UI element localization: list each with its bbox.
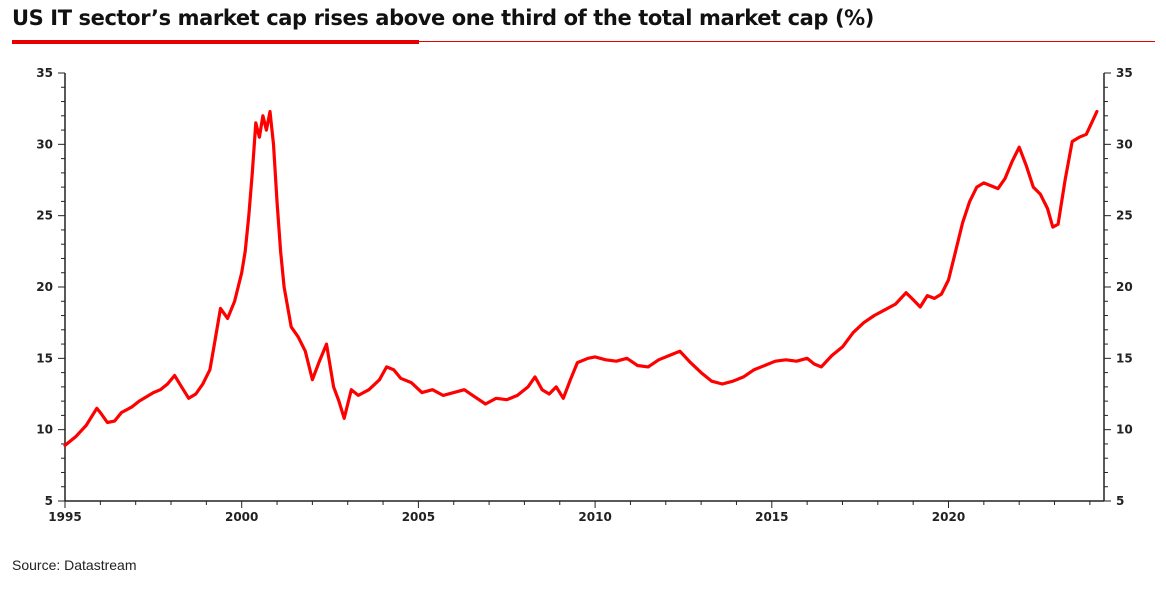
y-tick-label-left: 25	[36, 209, 53, 223]
y-tick-label-left: 20	[36, 280, 53, 294]
y-tick-label-right: 15	[1116, 351, 1133, 365]
chart-plot-area	[63, 109, 1099, 447]
y-tick-label-right: 35	[1116, 66, 1133, 80]
x-tick-label: 2005	[402, 510, 435, 524]
title-accent-bar	[12, 40, 419, 44]
title-underline	[12, 41, 1155, 42]
x-tick-label: 2020	[932, 510, 965, 524]
y-tick-label-right: 30	[1116, 137, 1133, 151]
y-tick-label-right: 5	[1116, 494, 1124, 508]
source-note: Source: Datastream	[12, 557, 137, 573]
y-tick-label-left: 35	[36, 66, 53, 80]
y-tick-label-left: 15	[36, 351, 53, 365]
chart-title: US IT sector’s market cap rises above on…	[12, 6, 874, 30]
x-tick-label: 2010	[578, 510, 611, 524]
y-tick-label-right: 25	[1116, 209, 1133, 223]
y-tick-label-left: 5	[45, 494, 53, 508]
y-tick-label-right: 10	[1116, 423, 1133, 437]
series-line-it-market-cap-share	[63, 109, 1099, 447]
x-tick-label: 2015	[755, 510, 788, 524]
x-tick-label: 1995	[48, 510, 81, 524]
y-tick-label-left: 30	[36, 137, 53, 151]
x-tick-label: 2000	[225, 510, 258, 524]
y-tick-label-left: 10	[36, 423, 53, 437]
y-tick-label-right: 20	[1116, 280, 1133, 294]
